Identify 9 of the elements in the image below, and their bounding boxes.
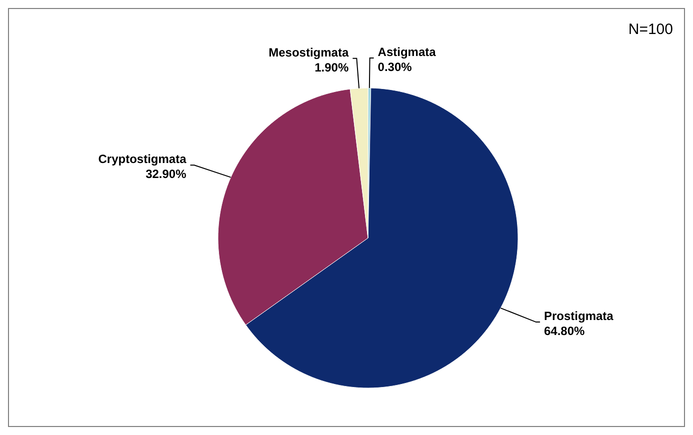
- slice-label: Cryptostigmata: [98, 152, 187, 166]
- data-label: 32.90%: [146, 167, 187, 182]
- data-label: 1.90%: [314, 60, 349, 74]
- slice-label: Astigmata: [378, 45, 436, 60]
- data-label: 64.80%: [544, 324, 586, 338]
- slice-label: Mesostigmata: [268, 45, 349, 60]
- data-label: 0.30%: [378, 60, 412, 74]
- text: N=100: [628, 21, 673, 38]
- slice-label: Prostigmata: [544, 309, 614, 324]
